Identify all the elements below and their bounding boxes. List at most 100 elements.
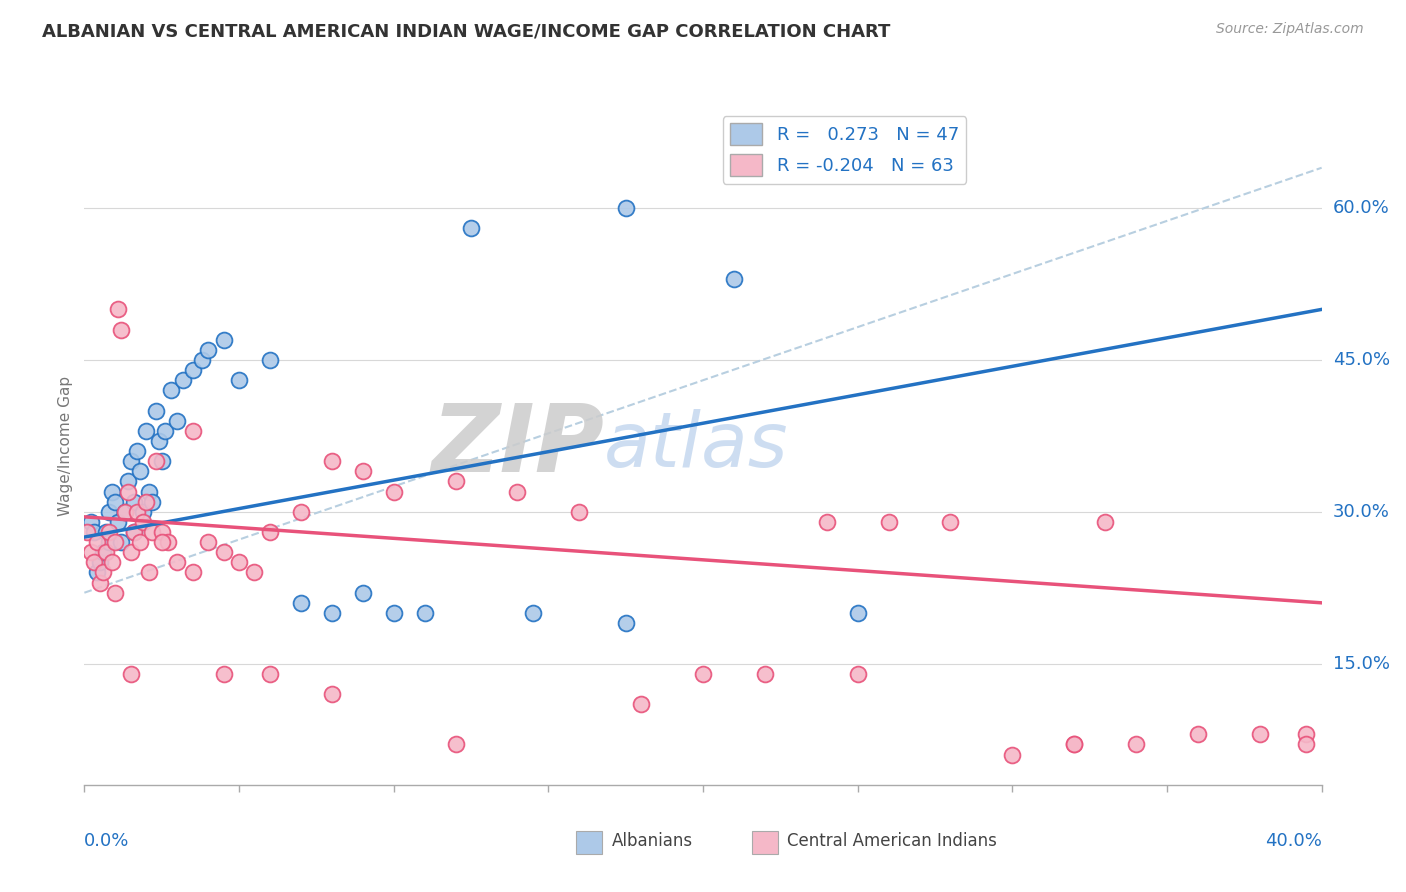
Point [413,606,436,620]
Point [243,566,266,580]
Point [228,555,250,569]
Point [815,515,838,529]
Point [89,555,111,569]
Point [939,515,962,529]
Point [86,535,108,549]
Text: Source: ZipAtlas.com: Source: ZipAtlas.com [1216,22,1364,37]
Point [259,524,281,539]
Point [120,454,142,468]
Point [444,738,467,752]
Point [104,494,127,508]
Point [382,606,405,620]
Point [114,505,136,519]
Point [91,566,114,580]
Point [132,505,155,519]
Point [91,545,114,559]
Point [114,505,136,519]
Point [94,524,117,539]
Point [117,484,139,499]
Y-axis label: Wage/Income Gap: Wage/Income Gap [58,376,73,516]
Point [110,535,132,549]
Point [148,434,170,448]
Point [122,524,145,539]
Text: 0.0%: 0.0% [84,832,129,850]
Text: Central American Indians: Central American Indians [787,832,997,850]
Point [1295,727,1317,741]
Point [191,353,214,368]
Text: Albanians: Albanians [612,832,693,850]
Point [79,515,101,529]
Point [129,464,152,478]
Point [145,454,167,468]
Point [197,343,219,357]
Point [1063,738,1085,752]
Point [568,505,591,519]
Point [83,524,105,539]
Point [228,373,250,387]
Point [138,566,160,580]
Point [98,505,121,519]
Point [692,666,714,681]
Point [259,666,281,681]
Point [754,666,776,681]
Point [212,333,235,347]
Point [132,515,155,529]
Point [153,424,176,438]
Point [107,515,129,529]
Point [723,272,745,286]
Point [104,535,127,549]
Point [135,494,157,508]
Point [181,363,204,377]
Point [160,384,183,398]
Point [86,566,108,580]
Point [1249,727,1271,741]
Text: 45.0%: 45.0% [1333,351,1391,369]
Point [107,302,129,317]
Point [76,524,98,539]
Point [352,464,374,478]
Point [101,555,124,569]
Point [98,524,121,539]
Point [110,323,132,337]
Point [117,475,139,489]
Point [120,666,142,681]
Point [125,444,148,458]
Point [321,687,343,701]
Point [122,524,145,539]
Point [444,475,467,489]
Point [122,494,145,508]
Point [181,566,204,580]
Point [172,373,194,387]
Point [166,414,188,428]
Point [156,535,179,549]
Point [150,454,173,468]
Text: ALBANIAN VS CENTRAL AMERICAN INDIAN WAGE/INCOME GAP CORRELATION CHART: ALBANIAN VS CENTRAL AMERICAN INDIAN WAGE… [42,22,890,40]
Text: 30.0%: 30.0% [1333,503,1389,521]
Point [506,484,529,499]
Text: ZIP: ZIP [432,400,605,492]
Point [321,606,343,620]
Point [614,201,637,215]
Point [129,535,152,549]
Point [138,484,160,499]
Point [141,524,163,539]
Point [1063,738,1085,752]
Point [83,555,105,569]
Legend: R =   0.273   N = 47, R = -0.204   N = 63: R = 0.273 N = 47, R = -0.204 N = 63 [723,116,966,184]
Point [89,575,111,590]
Point [382,484,405,499]
Point [630,697,652,711]
Point [522,606,544,620]
Point [1125,738,1147,752]
Point [120,545,142,559]
Text: 40.0%: 40.0% [1265,832,1322,850]
Point [94,545,117,559]
Text: 60.0%: 60.0% [1333,199,1389,218]
Point [166,555,188,569]
Point [1001,747,1024,762]
Point [846,666,869,681]
Point [197,535,219,549]
Point [212,545,235,559]
Point [125,505,148,519]
Point [352,585,374,599]
